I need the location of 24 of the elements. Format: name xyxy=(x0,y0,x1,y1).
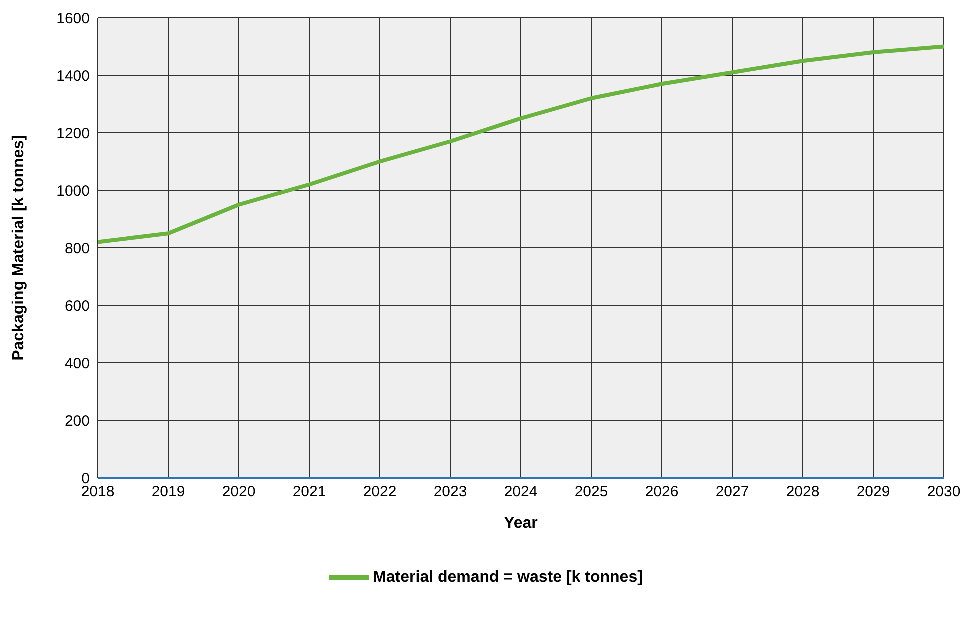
x-tick-label: 2021 xyxy=(292,484,326,501)
x-tick-label: 2019 xyxy=(152,484,186,501)
x-tick-label: 2022 xyxy=(363,484,397,501)
x-tick-label: 2029 xyxy=(856,484,890,501)
y-tick-label: 200 xyxy=(64,412,90,430)
x-tick-label: 2024 xyxy=(504,484,538,501)
x-tick-label: 2025 xyxy=(574,484,608,501)
x-tick-label: 2027 xyxy=(716,484,750,501)
y-axis-title: Packaging Material [k tonnes] xyxy=(10,135,28,361)
y-tick-label: 1600 xyxy=(56,10,90,28)
x-tick-label: 2030 xyxy=(927,484,961,501)
x-tick-label: 2026 xyxy=(645,484,679,501)
x-tick-label: 2028 xyxy=(786,484,820,501)
y-tick-label: 1400 xyxy=(56,68,90,85)
legend-label: Material demand = waste [k tonnes] xyxy=(373,569,643,586)
x-axis-title: Year xyxy=(504,515,538,532)
y-tick-label: 400 xyxy=(64,355,90,372)
y-tick-label: 800 xyxy=(64,240,90,258)
y-tick-label: 1000 xyxy=(56,182,90,200)
y-tick-label: 1200 xyxy=(56,125,90,142)
x-tick-label: 2020 xyxy=(222,484,256,501)
line-series xyxy=(98,44,944,244)
y-tick-label: 600 xyxy=(64,298,90,315)
x-tick-label: 2023 xyxy=(434,484,468,501)
